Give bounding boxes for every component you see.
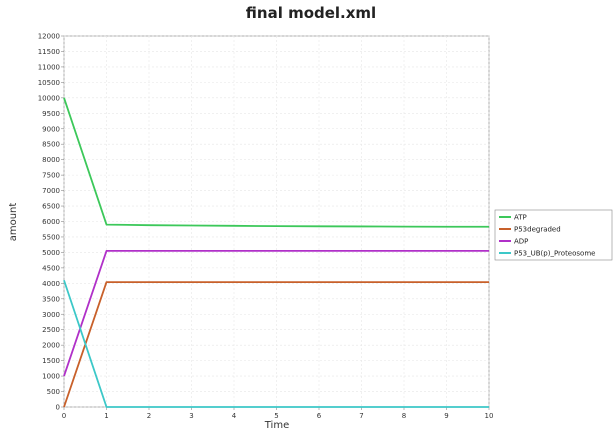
legend: ATP P53degraded ADP P53_UB(p)_Proteosome [494,209,613,261]
x-tick-label: 8 [402,412,406,420]
y-tick-label: 0 [56,404,60,412]
series-line-atp [63,97,489,228]
y-tick-label: 7000 [42,187,60,195]
x-tick-label: 0 [62,412,66,420]
y-tick-label: 9500 [42,110,60,118]
x-tick-label: 7 [359,412,363,420]
x-axis-ticks: 0 1 2 3 4 5 6 7 8 9 10 [62,407,494,420]
y-tick-label: 3000 [42,311,60,319]
x-tick-label: 6 [317,412,322,420]
series-lines [63,97,489,408]
y-tick-label: 8000 [42,156,60,164]
y-tick-label: 2500 [42,326,60,334]
y-tick-label: 10500 [38,79,60,87]
legend-label: ADP [514,238,528,246]
series-line-p53-ub-p-proteosome [63,279,489,408]
y-axis-ticks: 0 500 1000 1500 2000 2500 3000 3500 4000 4500 5000… [38,33,64,412]
y-tick-label: 6000 [42,218,60,226]
y-tick-label: 2000 [42,342,60,350]
x-tick-label: 1 [104,412,108,420]
legend-label: P53degraded [514,226,561,234]
y-tick-label: 7500 [42,172,60,180]
x-tick-label: 9 [444,412,448,420]
y-tick-label: 6500 [42,203,60,211]
x-tick-label: 2 [147,412,151,420]
y-tick-label: 11000 [38,63,60,71]
legend-label: P53_UB(p)_Proteosome [514,250,595,258]
y-tick-label: 1500 [42,357,60,365]
legend-label: ATP [514,214,527,222]
y-tick-label: 4500 [42,264,60,272]
y-tick-label: 9000 [42,125,60,133]
y-axis-label: amount [8,203,19,242]
y-tick-label: 500 [47,388,60,396]
y-tick-label: 5000 [42,249,60,257]
y-tick-label: 4000 [42,280,60,288]
y-tick-label: 8500 [42,141,60,149]
y-tick-label: 1000 [42,373,60,381]
x-tick-label: 5 [274,412,278,420]
x-tick-label: 10 [485,412,494,420]
x-axis-label: Time [264,420,289,431]
chart-title: final model.xml [246,4,376,22]
legend-box [494,209,613,261]
y-tick-label: 3500 [42,295,60,303]
y-tick-label: 12000 [38,33,60,41]
series-line-p53degraded [63,281,489,408]
series-line-adp [63,249,489,377]
x-tick-label: 4 [232,412,237,420]
x-tick-label: 3 [189,412,193,420]
y-tick-label: 11500 [38,48,60,56]
y-tick-label: 5500 [42,233,60,241]
y-tick-label: 10000 [38,94,60,102]
